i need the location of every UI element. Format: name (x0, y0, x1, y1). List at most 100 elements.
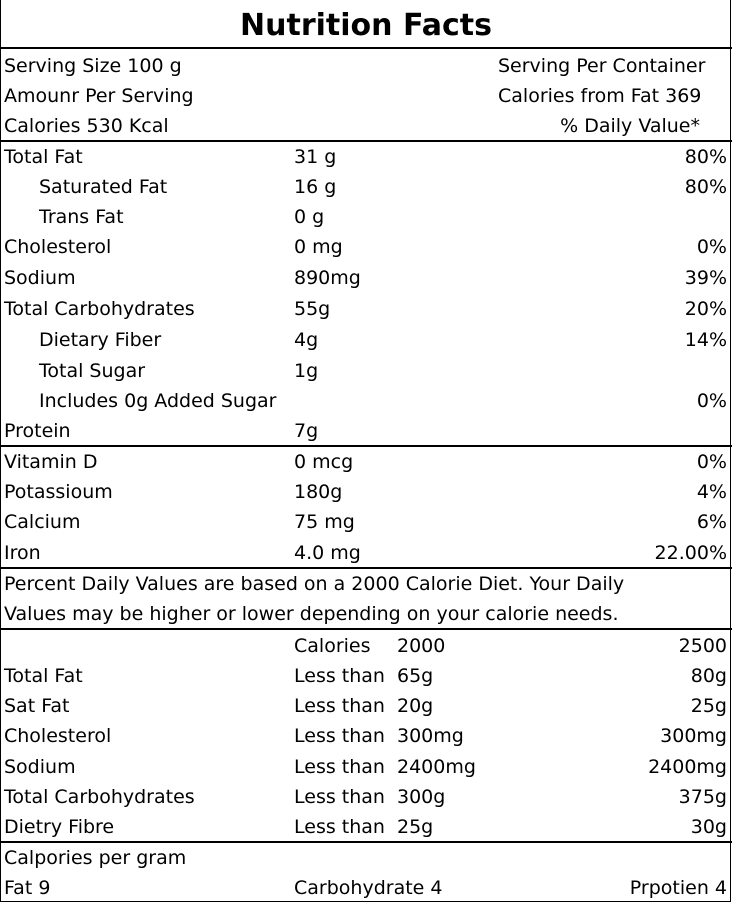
divider (0, 445, 732, 447)
protein-per-gram: Prpotien 4 (629, 877, 727, 899)
reference-name: Total Fat (4, 665, 83, 687)
vitamin-name: Vitamin D (4, 451, 98, 473)
nutrient-amount: 890mg (294, 267, 361, 289)
nutrient-name: Total Sugar (39, 360, 146, 382)
reference-2000-value: 25g (397, 816, 434, 838)
nutrient-row: Trans Fat 0 g (0, 202, 732, 232)
nutrient-name: Protein (4, 420, 71, 442)
calories-per-gram-title-row: Calpories per gram (0, 843, 732, 873)
reference-2500-value: 80g (690, 665, 727, 687)
reference-2500-value: 2400mg (648, 756, 727, 778)
nutrient-name: Saturated Fat (39, 176, 168, 198)
reference-2000-value: 300g (397, 786, 446, 808)
reference-qualifier: Less than (294, 725, 385, 747)
vitamin-row: Potassioum 180g 4% (0, 477, 732, 507)
nutrient-row: Total Carbohydrates 55g 20% (0, 294, 732, 324)
reference-name: Sodium (4, 756, 76, 778)
divider (0, 140, 732, 142)
nutrient-amount: 0 mg (294, 236, 343, 258)
nutrient-amount: 1g (294, 360, 319, 382)
reference-qualifier: Less than (294, 665, 385, 687)
reference-row: Total Carbohydrates Less than 300g 375g (0, 782, 732, 812)
nutrient-dv: 20% (684, 298, 727, 320)
nutrient-dv: 80% (684, 146, 727, 168)
reference-2000-value: 2400mg (397, 756, 476, 778)
calories: Calories 530 Kcal (4, 115, 169, 137)
reference-2500-value: 300mg (660, 725, 727, 747)
reference-2500-header: 2500 (678, 635, 727, 657)
reference-name: Total Carbohydrates (4, 786, 195, 808)
fat-per-gram: Fat 9 (4, 877, 51, 899)
reference-2000-value: 65g (397, 665, 434, 687)
reference-name: Sat Fat (4, 695, 70, 717)
nutrient-row: Includes 0g Added Sugar 0% (0, 386, 732, 416)
nutrient-amount: 0 g (294, 206, 325, 228)
reference-qualifier: Less than (294, 756, 385, 778)
calories-per-gram-title: Calpories per gram (4, 847, 187, 869)
nutrient-name: Includes 0g Added Sugar (39, 390, 277, 412)
calories-from-fat: Calories from Fat 369 (498, 85, 702, 107)
divider (0, 841, 732, 843)
label-title: Nutrition Facts (240, 8, 492, 43)
nutrient-amount: 7g (294, 420, 319, 442)
reference-row: Dietry Fibre Less than 25g 30g (0, 812, 732, 842)
nutrient-name: Trans Fat (39, 206, 124, 228)
calories-row: Calories 530 Kcal % Daily Value* (0, 111, 732, 141)
nutrient-dv: 0% (696, 236, 727, 258)
vitamin-amount: 75 mg (294, 511, 355, 533)
nutrient-row: Total Sugar 1g (0, 356, 732, 386)
vitamin-name: Potassioum (4, 481, 113, 503)
reference-qualifier: Less than (294, 816, 385, 838)
vitamin-name: Iron (4, 542, 41, 564)
footnote-text: Values may be higher or lower depending … (4, 603, 619, 625)
nutrient-name: Dietary Fiber (39, 329, 162, 351)
vitamin-name: Calcium (4, 511, 81, 533)
reference-row: Total Fat Less than 65g 80g (0, 661, 732, 691)
nutrient-row: Total Fat 31 g 80% (0, 142, 732, 172)
reference-2500-value: 25g (690, 695, 727, 717)
nutrient-row: Protein 7g (0, 416, 732, 446)
serving-size: Serving Size 100 g (4, 55, 182, 77)
divider (0, 47, 732, 49)
nutrient-amount: 55g (294, 298, 331, 320)
nutrient-dv: 0% (696, 390, 727, 412)
nutrient-dv: 80% (684, 176, 727, 198)
vitamin-row: Calcium 75 mg 6% (0, 507, 732, 537)
nutrient-name: Total Carbohydrates (4, 298, 195, 320)
vitamin-dv: 0% (696, 451, 727, 473)
nutrient-amount: 4g (294, 329, 319, 351)
nutrient-name: Cholesterol (4, 236, 112, 258)
reference-row: Sodium Less than 2400mg 2400mg (0, 752, 732, 782)
nutrient-dv: 14% (684, 329, 727, 351)
reference-qualifier: Less than (294, 695, 385, 717)
reference-2000-value: 300mg (397, 725, 464, 747)
nutrient-row: Sodium 890mg 39% (0, 263, 732, 293)
vitamin-amount: 180g (294, 481, 343, 503)
nutrient-dv: 39% (684, 267, 727, 289)
reference-header-row: Calories 2000 2500 (0, 631, 732, 661)
vitamin-row: Iron 4.0 mg 22.00% (0, 538, 732, 568)
nutrient-name: Sodium (4, 267, 76, 289)
amount-per-serving: Amounr Per Serving (4, 85, 194, 107)
nutrient-amount: 31 g (294, 146, 337, 168)
reference-row: Sat Fat Less than 20g 25g (0, 691, 732, 721)
nutrient-name: Total Fat (4, 146, 83, 168)
amount-row: Amounr Per Serving Calories from Fat 369 (0, 81, 732, 111)
calories-per-gram-row: Fat 9 Carbohydrate 4 Prpotien 4 (0, 873, 732, 903)
footnote-line: Values may be higher or lower depending … (0, 599, 732, 629)
vitamin-dv: 4% (696, 481, 727, 503)
divider (0, 567, 732, 569)
reference-2000-header: 2000 (397, 635, 446, 657)
vitamin-dv: 6% (696, 511, 727, 533)
nutrient-row: Saturated Fat 16 g 80% (0, 172, 732, 202)
vitamin-dv: 22.00% (654, 542, 727, 564)
reference-row: Cholesterol Less than 300mg 300mg (0, 721, 732, 751)
vitamin-amount: 4.0 mg (294, 542, 361, 564)
footnote-text: Percent Daily Values are based on a 2000… (4, 573, 625, 595)
reference-calories-label: Calories (294, 635, 371, 657)
divider (0, 628, 732, 630)
reference-name: Dietry Fibre (4, 816, 115, 838)
nutrient-amount: 16 g (294, 176, 337, 198)
